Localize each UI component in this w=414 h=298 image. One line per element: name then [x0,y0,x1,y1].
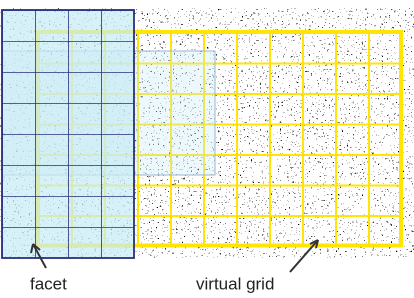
facet-grid [2,10,134,258]
diagram: facet virtual grid [0,0,414,298]
virtual-grid-label: virtual grid [196,274,274,293]
facet-label: facet [30,274,67,293]
